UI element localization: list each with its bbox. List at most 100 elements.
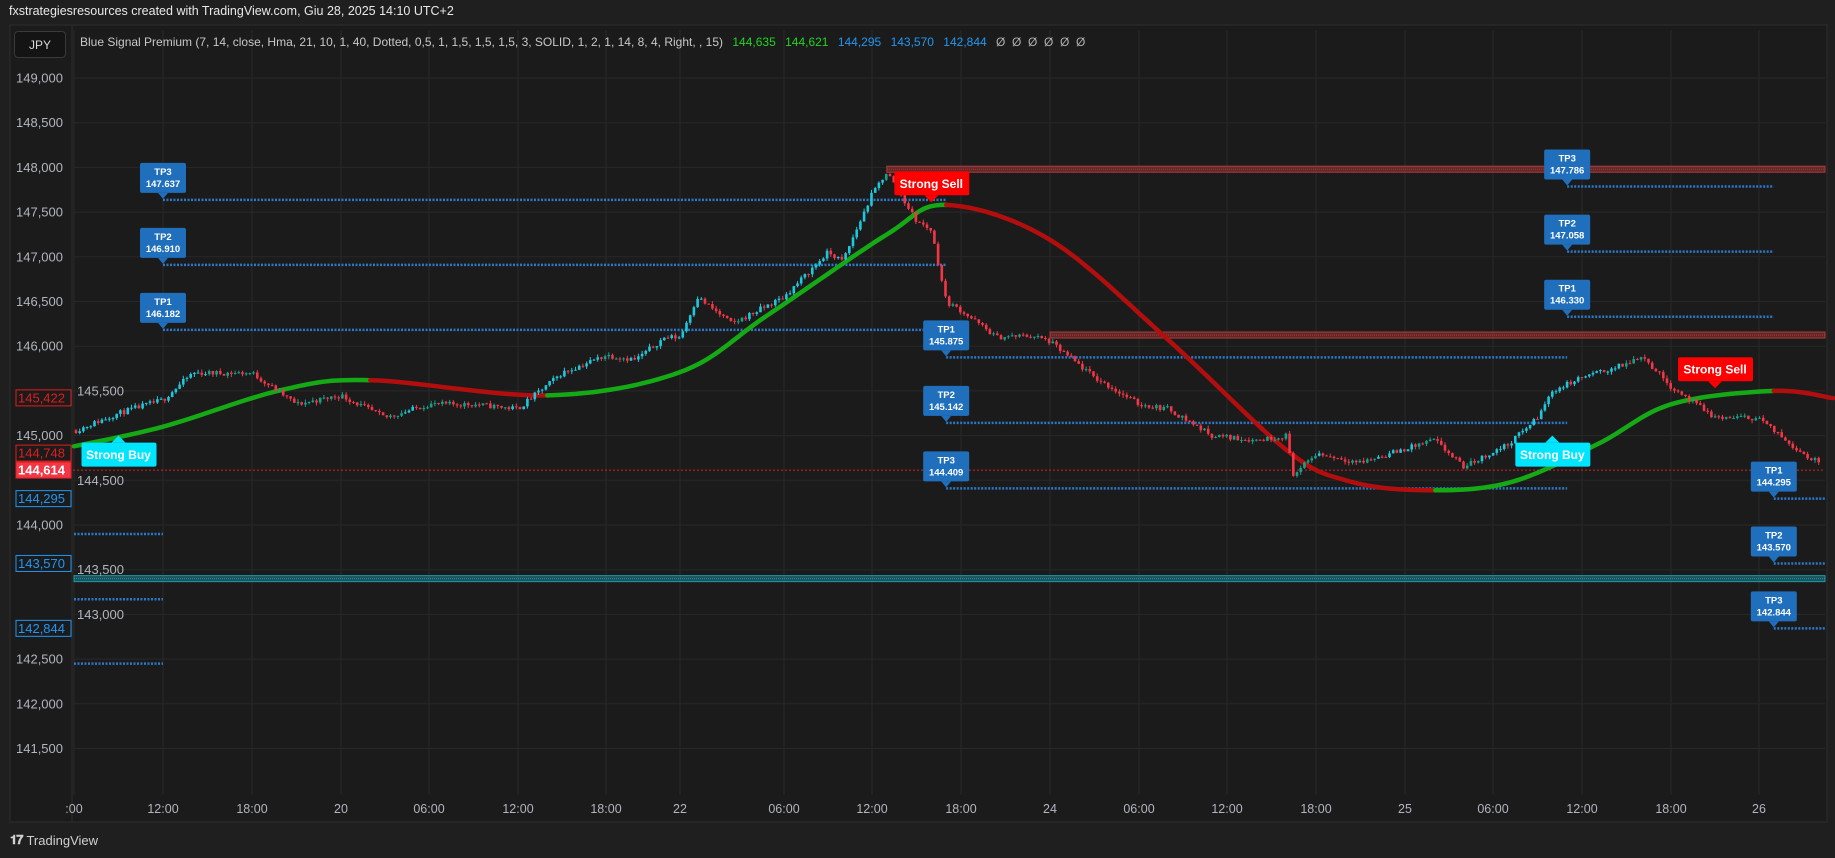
candle-body xyxy=(970,316,973,319)
price-axis-tag[interactable] xyxy=(15,461,72,479)
tp-label-tp3[interactable] xyxy=(923,451,970,482)
tp-label-tp1[interactable] xyxy=(923,320,970,351)
candle-body xyxy=(714,308,718,312)
price-axis-tag[interactable] xyxy=(15,619,72,637)
candle-body xyxy=(540,389,544,391)
candle-body xyxy=(1362,460,1365,463)
candle-body xyxy=(1084,369,1088,371)
tp-label-tp2[interactable] xyxy=(1750,526,1797,557)
candle-body xyxy=(1181,415,1184,418)
candle-body xyxy=(1465,465,1469,469)
signal-pointer xyxy=(1545,435,1560,443)
candle-body xyxy=(241,372,244,375)
candle-body xyxy=(577,365,581,370)
price-axis-tag[interactable] xyxy=(15,490,72,508)
symbol-button[interactable]: JPY xyxy=(14,31,66,58)
candle-body xyxy=(688,315,692,323)
indicator-legend[interactable]: Blue Signal Premium (7, 14, close, Hma, … xyxy=(80,35,1091,49)
candle-body xyxy=(1247,440,1251,442)
tp-price: 147.637 xyxy=(146,179,180,190)
tp-label-tp1[interactable] xyxy=(1544,279,1591,310)
candle-body xyxy=(1473,460,1476,463)
candle-body xyxy=(1343,459,1347,462)
tp-label-tp3[interactable] xyxy=(1544,149,1591,180)
candle-body xyxy=(1018,334,1021,337)
candle-body xyxy=(1303,462,1306,468)
candle-body xyxy=(1621,363,1624,367)
tp-label-pointer xyxy=(941,415,952,422)
candle-body xyxy=(977,319,981,323)
candle-body xyxy=(481,403,485,406)
candle-body xyxy=(1665,378,1669,384)
candle-body xyxy=(322,397,326,399)
price-axis-tag[interactable] xyxy=(15,444,72,462)
candle-body xyxy=(581,365,585,367)
candle-body xyxy=(311,400,315,402)
tp-label-tp2[interactable] xyxy=(140,227,186,258)
signal-text: Strong Buy xyxy=(86,448,151,462)
time-tick-label: 06:00 xyxy=(1123,802,1154,816)
signal-pointer xyxy=(111,435,126,443)
tradingview-watermark[interactable]: 𝟏𝟕 TradingView xyxy=(10,832,98,848)
candle-body xyxy=(633,357,636,360)
candle-body xyxy=(274,385,278,391)
tp-price: 144.409 xyxy=(929,467,963,478)
legend-value: 144,635 xyxy=(732,35,776,49)
price-axis[interactable]: 149,000 148,500 148,000 147,500 147,000 146,5… xyxy=(15,71,124,757)
candle-body xyxy=(478,404,481,406)
candle-body xyxy=(441,401,444,404)
tp-label-tp3[interactable] xyxy=(1750,591,1797,622)
candle-body xyxy=(448,401,451,404)
candle-body xyxy=(822,258,825,262)
candle-body xyxy=(1103,381,1106,383)
candle-body xyxy=(296,402,300,404)
tp-label-tp2[interactable] xyxy=(1544,214,1591,245)
price-axis-tag[interactable] xyxy=(15,389,72,407)
candle-body xyxy=(1288,433,1291,453)
candle-body xyxy=(996,333,999,336)
candle-body xyxy=(1206,428,1210,434)
tp-name: TP1 xyxy=(937,324,955,335)
candle-body xyxy=(947,296,951,306)
tp-label-tp1[interactable] xyxy=(1750,461,1797,492)
candle-body xyxy=(252,372,255,374)
candle-body xyxy=(1610,368,1613,372)
signal-sell-label[interactable] xyxy=(1678,357,1753,382)
candle-body xyxy=(1595,371,1598,373)
candle-body xyxy=(1210,433,1214,438)
candle-body xyxy=(988,329,992,335)
candle-body xyxy=(1347,461,1351,463)
tp-label-tp1[interactable] xyxy=(140,292,186,323)
candle-body xyxy=(1232,436,1236,440)
time-tick-label: 12:00 xyxy=(1566,802,1597,816)
candle-body xyxy=(1562,387,1565,389)
price-tick-label: 146,000 xyxy=(16,339,63,354)
price-tick-label: 142,500 xyxy=(16,652,63,667)
candle-body xyxy=(955,304,958,307)
signal-buy-label[interactable] xyxy=(1515,442,1591,467)
tp-name: TP1 xyxy=(1558,284,1576,295)
candle-body xyxy=(385,415,389,418)
candle-body xyxy=(404,412,407,414)
candle-body xyxy=(141,403,144,409)
signal-buy-label[interactable] xyxy=(81,442,157,467)
signal-sell-label[interactable] xyxy=(894,171,970,196)
candle-body xyxy=(1514,435,1517,444)
tp-name: TP2 xyxy=(154,232,171,243)
candle-body xyxy=(770,304,773,306)
candle-body xyxy=(74,430,78,434)
candle-body xyxy=(1240,440,1243,442)
tp-label-tp3[interactable] xyxy=(140,162,186,193)
candle-body xyxy=(1484,455,1487,458)
candle-body xyxy=(548,381,551,386)
candle-body xyxy=(407,410,411,413)
tp-price: 142.844 xyxy=(1757,607,1792,618)
tp-label-tp2[interactable] xyxy=(923,385,970,416)
candle-body xyxy=(1184,415,1188,421)
candle-body xyxy=(877,182,881,189)
time-axis[interactable]: :00 12:00 18:00 20 06:00 12:00 18:00 22 06:00 12:… xyxy=(65,802,1766,816)
price-axis-tag[interactable] xyxy=(15,554,72,572)
candle-body xyxy=(711,304,714,309)
candle-body xyxy=(289,396,292,399)
